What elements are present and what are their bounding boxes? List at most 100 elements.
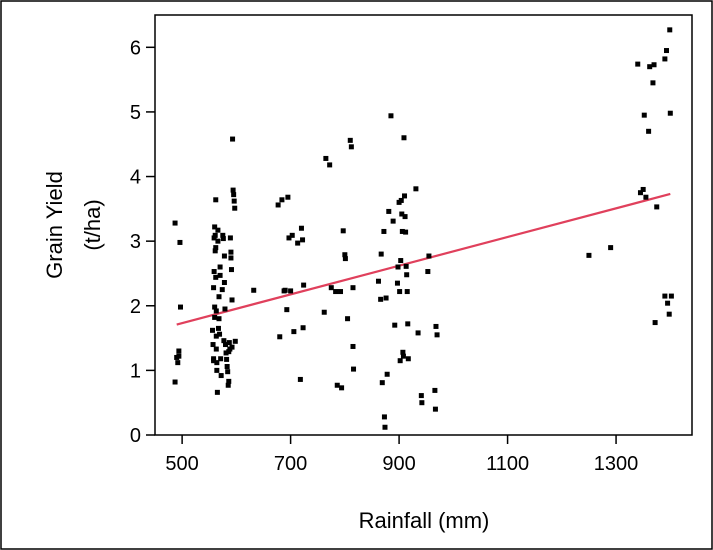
data-point — [664, 48, 670, 54]
data-point — [397, 358, 403, 364]
data-point — [381, 414, 387, 420]
data-point — [662, 56, 668, 62]
data-point — [176, 348, 182, 354]
data-point — [351, 366, 357, 372]
data-point — [275, 202, 281, 208]
data-point — [212, 224, 218, 230]
x-axis-title: Rainfall (mm) — [359, 508, 490, 533]
data-point — [400, 349, 406, 355]
x-axis: 500 700 900 1100 1300 — [165, 435, 638, 475]
data-point — [665, 300, 671, 306]
data-point — [221, 280, 227, 286]
data-point — [379, 380, 385, 386]
data-point — [223, 350, 229, 356]
data-point — [212, 232, 218, 238]
data-point — [668, 293, 674, 299]
data-point — [213, 333, 219, 339]
data-point — [418, 393, 424, 399]
data-point — [654, 204, 660, 210]
data-point — [232, 338, 238, 344]
data-point — [397, 289, 403, 295]
data-point — [381, 228, 387, 234]
data-point — [301, 282, 307, 288]
data-point — [401, 135, 407, 141]
data-point — [339, 385, 345, 391]
data-point — [176, 353, 182, 359]
data-point — [404, 289, 410, 295]
data-point — [388, 113, 394, 119]
data-point — [172, 220, 178, 226]
data-point — [398, 258, 404, 264]
data-point — [640, 186, 646, 192]
data-point — [415, 330, 421, 336]
data-point — [224, 356, 230, 362]
y-tick-label: 0 — [130, 425, 141, 447]
data-point — [641, 112, 647, 118]
y-axis-title-line1: Grain Yield — [42, 171, 67, 279]
data-point — [229, 297, 235, 303]
data-point — [225, 369, 231, 375]
data-point — [643, 194, 649, 200]
data-point — [211, 285, 217, 291]
data-point — [231, 192, 237, 198]
data-point — [214, 389, 220, 395]
data-point — [338, 289, 344, 295]
data-point — [285, 194, 291, 200]
data-point — [347, 137, 353, 143]
data-point — [175, 360, 181, 366]
data-point — [405, 321, 411, 327]
data-point — [213, 274, 219, 280]
data-point — [297, 376, 303, 382]
data-point — [172, 379, 178, 385]
x-tick-label: 900 — [382, 453, 415, 475]
data-point — [390, 218, 396, 224]
data-point — [608, 245, 614, 251]
data-point — [340, 228, 346, 234]
data-point — [637, 190, 643, 196]
data-point — [333, 289, 339, 295]
data-point — [211, 269, 217, 275]
data-point — [403, 263, 409, 269]
x-tick-label: 500 — [165, 453, 198, 475]
data-point — [647, 64, 653, 70]
data-point — [217, 264, 223, 270]
data-point — [213, 346, 219, 352]
data-point — [288, 288, 294, 294]
data-point — [226, 349, 232, 355]
data-point — [212, 314, 218, 320]
data-point — [348, 144, 354, 150]
data-point — [405, 356, 411, 362]
data-point — [215, 238, 221, 244]
data-point — [298, 225, 304, 231]
data-point — [652, 320, 658, 326]
data-points-layer — [172, 27, 674, 430]
data-point — [230, 136, 236, 142]
data-point — [177, 239, 183, 245]
data-point — [432, 406, 438, 412]
data-point — [383, 295, 389, 301]
data-point — [426, 253, 432, 259]
data-point — [342, 256, 348, 262]
data-point — [228, 249, 234, 255]
data-point — [251, 287, 257, 293]
data-point — [214, 367, 220, 373]
data-point — [282, 287, 288, 293]
data-point — [209, 327, 215, 333]
data-point — [212, 248, 218, 254]
data-point — [217, 331, 223, 337]
data-point — [586, 252, 592, 258]
data-point — [667, 110, 673, 116]
data-point — [375, 278, 381, 284]
x-tick-label: 1100 — [486, 453, 529, 475]
data-point — [402, 193, 408, 199]
data-point — [213, 308, 219, 314]
data-point — [219, 287, 225, 293]
data-point — [300, 237, 306, 243]
data-point — [378, 296, 384, 302]
data-point — [211, 235, 217, 241]
data-point — [350, 343, 356, 349]
y-tick-label: 6 — [130, 37, 141, 59]
data-point — [215, 325, 221, 331]
data-point — [210, 342, 216, 348]
data-point — [400, 353, 406, 359]
